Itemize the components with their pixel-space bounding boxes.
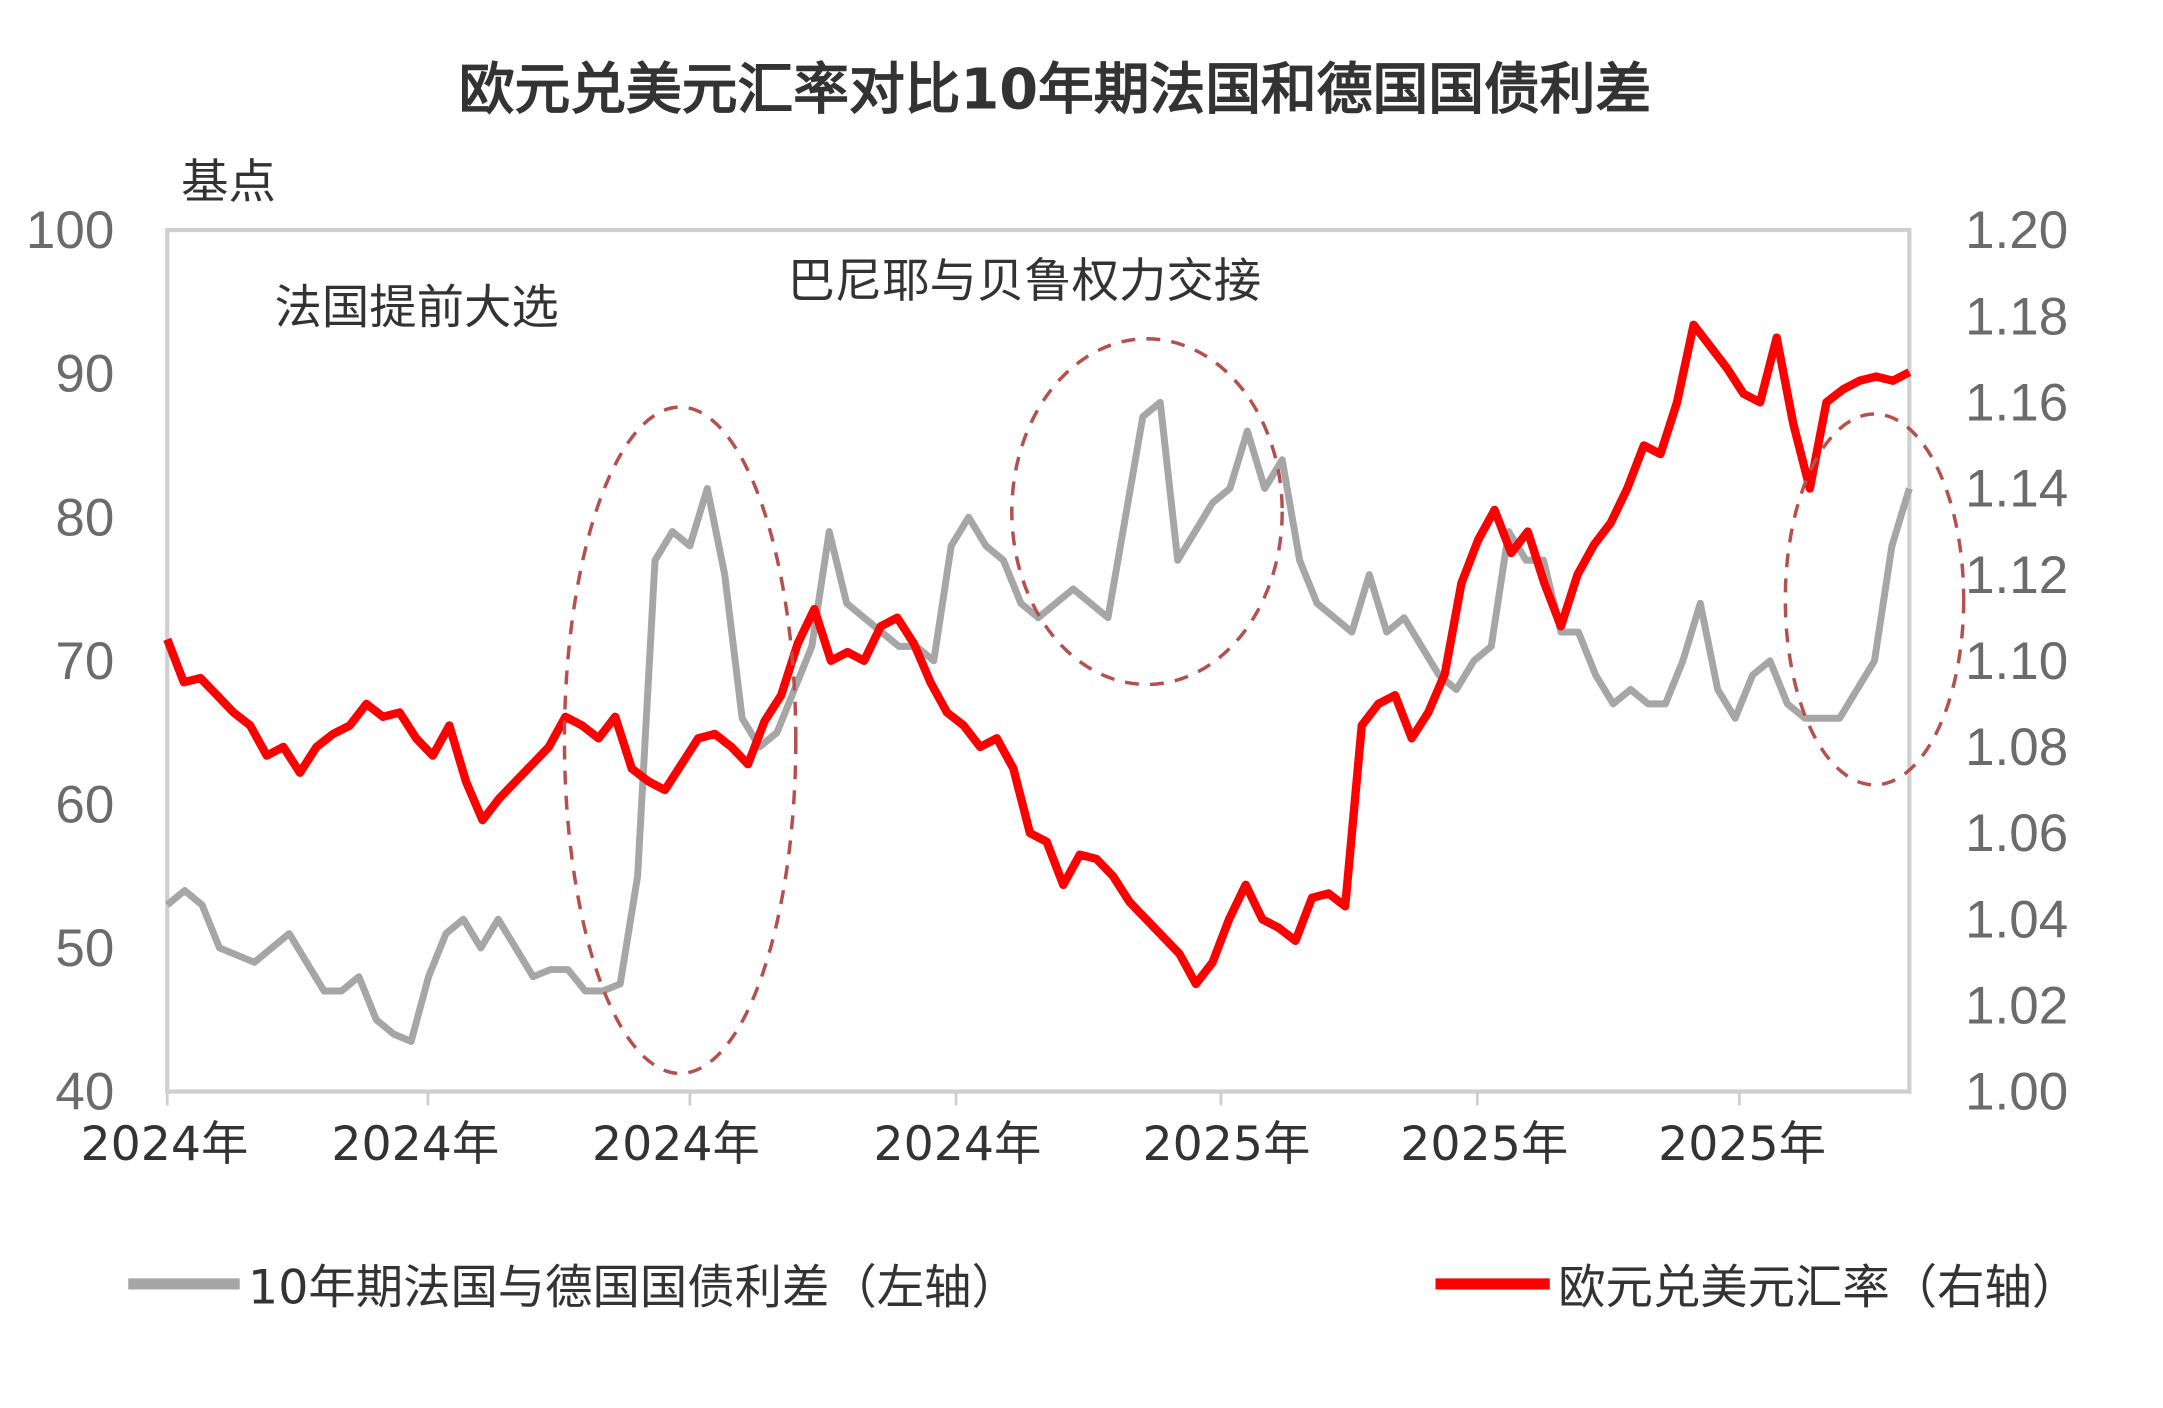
y-right-tick-label: 1.00 (1965, 1063, 2068, 1122)
y-right-tick-label: 1.04 (1965, 890, 2068, 949)
y-right-tick-label: 1.02 (1965, 977, 2068, 1036)
x-tick-label: 2025年 (1658, 1117, 1826, 1172)
y-left-tick-label: 50 (55, 919, 114, 978)
eurusd-series-line (163, 320, 1912, 989)
x-ticks: 2024年 2024年 2024年 2024年 2025年 2025年 2025年 (80, 1091, 1826, 1172)
legend-label-eurusd: 欧元兑美元汇率（右轴） (1558, 1260, 2079, 1315)
y-right-tick-label: 1.06 (1965, 804, 2068, 863)
y-left-tick-label: 40 (55, 1063, 114, 1122)
highlight-ellipse-recent (1783, 412, 1966, 787)
y-left-tick-label: 90 (55, 345, 114, 404)
x-tick-label: 2024年 (331, 1117, 499, 1172)
y-left-axis-label: 基点 (181, 155, 276, 210)
spread-series-line (165, 398, 1913, 1045)
y-left-tick-label: 100 (26, 201, 114, 260)
y-right-tick-label: 1.10 (1965, 632, 2068, 691)
highlight-ellipses (562, 337, 1966, 1076)
x-tick-label: 2025年 (1400, 1117, 1568, 1172)
legend-label-spread: 10年期法国与德国国债利差（左轴） (248, 1260, 1019, 1315)
plot-area (165, 227, 1912, 1094)
x-tick-label: 2025年 (1142, 1117, 1310, 1172)
x-tick-label: 2024年 (592, 1117, 760, 1172)
y-left-tick-label: 70 (55, 632, 114, 691)
y-right-tick-label: 1.14 (1965, 460, 2068, 519)
y-right-tick-label: 1.16 (1965, 373, 2068, 432)
y-right-tick-label: 1.18 (1965, 287, 2068, 346)
chart-title: 欧元兑美元汇率对比10年期法国和德国国债利差 (459, 58, 1651, 123)
legend: 10年期法国与德国国债利差（左轴） 欧元兑美元汇率（右轴） (128, 1260, 2079, 1315)
y-left-tick-label: 80 (55, 488, 114, 547)
y-left-tick-label: 60 (55, 775, 114, 834)
highlight-ellipse-handover (1010, 337, 1284, 687)
annotation-barnier-bayrou: 巴尼耶与贝鲁权力交接 (787, 254, 1261, 309)
highlight-ellipse-election (562, 405, 798, 1076)
x-tick-label: 2024年 (873, 1117, 1041, 1172)
y-right-tick-label: 1.12 (1965, 546, 2068, 605)
y-right-ticks: 1.00 1.02 1.04 1.06 1.08 1.10 1.12 1.14 1.16 1.18… (1965, 201, 2068, 1122)
y-right-tick-label: 1.20 (1965, 201, 2068, 260)
annotation-french-election: 法国提前大选 (275, 280, 559, 335)
y-right-tick-label: 1.08 (1965, 718, 2068, 777)
series-lines (163, 320, 1913, 1045)
x-tick-label: 2024年 (80, 1117, 248, 1172)
y-left-ticks: 40 50 60 70 80 90 100 (26, 201, 114, 1122)
